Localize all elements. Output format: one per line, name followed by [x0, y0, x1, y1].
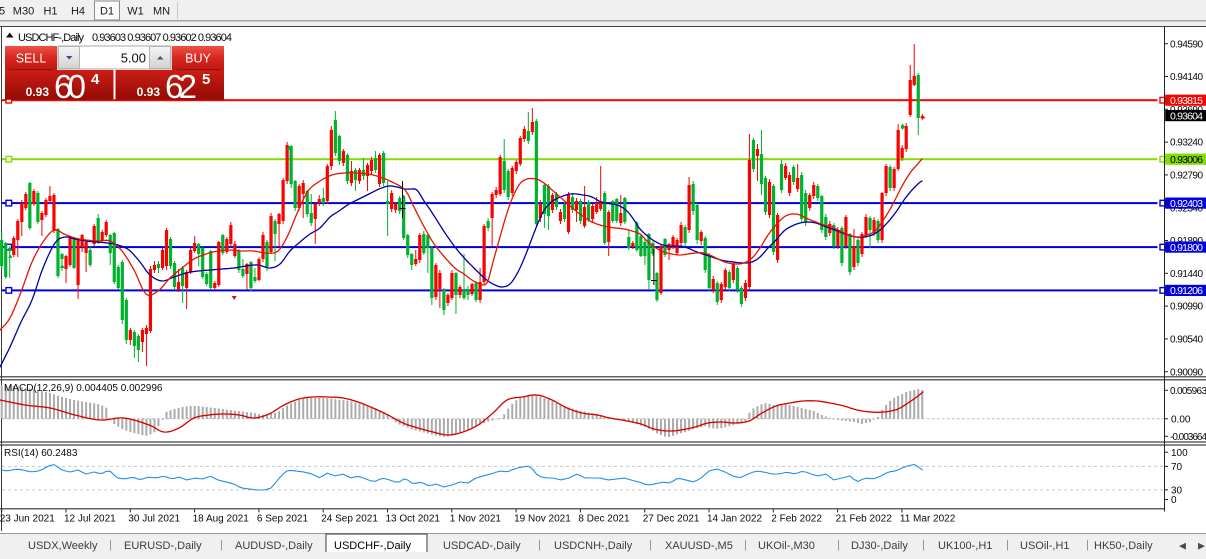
svg-text:60: 60: [54, 68, 86, 105]
svg-text:30: 30: [1171, 485, 1183, 496]
svg-text:USDCHF-,Daily: USDCHF-,Daily: [334, 540, 412, 552]
svg-text:6 Sep 2021: 6 Sep 2021: [257, 514, 309, 525]
svg-text:H4: H4: [71, 6, 85, 18]
svg-text:W1: W1: [127, 6, 144, 18]
svg-text:5: 5: [0, 6, 5, 18]
svg-text:21 Feb 2022: 21 Feb 2022: [836, 514, 893, 525]
svg-text:UKOil-,M30: UKOil-,M30: [758, 540, 815, 552]
svg-text:BUY: BUY: [185, 52, 211, 66]
svg-text:0.005963: 0.005963: [1170, 386, 1206, 397]
svg-text:0.90540: 0.90540: [1170, 335, 1203, 346]
svg-text:MACD(12,26,9) 0.004405 0.00299: MACD(12,26,9) 0.004405 0.002996: [4, 383, 163, 394]
svg-text:0.93006: 0.93006: [1170, 154, 1203, 166]
svg-text:12 Jul 2021: 12 Jul 2021: [64, 514, 116, 525]
svg-text:19 Nov 2021: 19 Nov 2021: [514, 514, 571, 525]
svg-text:23 Jun 2021: 23 Jun 2021: [0, 514, 55, 525]
svg-text:14 Jan 2022: 14 Jan 2022: [707, 514, 762, 525]
svg-text:|: |: [220, 539, 223, 551]
svg-text:M30: M30: [13, 6, 34, 18]
svg-text:0.91206: 0.91206: [1170, 285, 1203, 297]
svg-text:5.00: 5.00: [121, 51, 146, 66]
svg-text:USDCNH-,Daily: USDCNH-,Daily: [554, 540, 633, 552]
svg-text:|: |: [109, 539, 112, 551]
svg-text:0.00: 0.00: [1171, 414, 1191, 425]
svg-text:0.93604: 0.93604: [1170, 110, 1203, 122]
svg-text:0.91800: 0.91800: [1170, 242, 1203, 254]
svg-text:0.94590: 0.94590: [1170, 39, 1203, 50]
svg-text:18 Aug 2021: 18 Aug 2021: [193, 514, 250, 525]
svg-text:27 Dec 2021: 27 Dec 2021: [643, 514, 700, 525]
svg-text:2 Feb 2022: 2 Feb 2022: [771, 514, 822, 525]
svg-text:0.91440: 0.91440: [1170, 269, 1203, 280]
svg-text:4: 4: [91, 71, 100, 88]
svg-text:|: |: [1086, 539, 1089, 551]
svg-text:-0.003664: -0.003664: [1170, 432, 1206, 443]
svg-text:0.93: 0.93: [26, 85, 50, 99]
svg-text:70: 70: [1171, 462, 1183, 473]
svg-text:SELL: SELL: [16, 52, 47, 66]
svg-text:62: 62: [165, 68, 197, 105]
svg-text:0.94140: 0.94140: [1170, 72, 1203, 83]
svg-text:24 Sep 2021: 24 Sep 2021: [321, 514, 378, 525]
svg-text:USDX,Weekly: USDX,Weekly: [28, 540, 98, 552]
svg-text:|: |: [649, 539, 652, 551]
svg-text:30 Jul 2021: 30 Jul 2021: [128, 514, 180, 525]
svg-text:EURUSD-,Daily: EURUSD-,Daily: [124, 540, 202, 552]
svg-text:▶: ▶: [1198, 541, 1205, 551]
svg-text:5: 5: [202, 71, 210, 88]
svg-text:0: 0: [1171, 495, 1177, 506]
svg-text:0.93240: 0.93240: [1170, 138, 1203, 149]
svg-text:USDCHF-,Daily: USDCHF-,Daily: [18, 32, 85, 44]
svg-text:USDCAD-,Daily: USDCAD-,Daily: [443, 540, 521, 552]
svg-text:13 Oct 2021: 13 Oct 2021: [386, 514, 441, 525]
svg-text:DJ30-,Daily: DJ30-,Daily: [851, 540, 908, 552]
svg-text:|: |: [744, 539, 747, 551]
svg-text:USOil-,H1: USOil-,H1: [1020, 540, 1070, 552]
svg-text:1 Nov 2021: 1 Nov 2021: [450, 514, 502, 525]
svg-text:HK50-,Daily: HK50-,Daily: [1094, 540, 1153, 552]
svg-text:AUDUSD-,Daily: AUDUSD-,Daily: [235, 540, 313, 552]
svg-text:11 Mar 2022: 11 Mar 2022: [900, 514, 956, 525]
svg-text:H1: H1: [43, 6, 57, 18]
svg-text:0.93815: 0.93815: [1170, 95, 1203, 107]
svg-text:|: |: [922, 539, 925, 551]
svg-text:0.92403: 0.92403: [1170, 198, 1203, 210]
svg-text:D1: D1: [100, 6, 114, 18]
svg-text:0.92790: 0.92790: [1170, 171, 1203, 182]
svg-text:0.92340: 0.92340: [1170, 203, 1203, 214]
svg-text:0.93603 0.93607 0.93602 0.9360: 0.93603 0.93607 0.93602 0.93604: [92, 32, 232, 44]
svg-text:|: |: [1006, 539, 1009, 551]
svg-text:0.93: 0.93: [137, 85, 161, 99]
svg-text:0.90990: 0.90990: [1170, 302, 1203, 313]
svg-text:8 Dec 2021: 8 Dec 2021: [578, 514, 630, 525]
svg-text:MN: MN: [153, 6, 170, 18]
svg-text:◀: ◀: [1179, 541, 1186, 551]
svg-text:|: |: [538, 539, 541, 551]
svg-text:|: |: [837, 539, 840, 551]
svg-text:0.90090: 0.90090: [1170, 367, 1203, 378]
svg-text:UK100-,H1: UK100-,H1: [938, 540, 992, 552]
svg-text:XAUUSD-,M5: XAUUSD-,M5: [665, 540, 733, 552]
svg-text:100: 100: [1171, 448, 1188, 459]
svg-text:RSI(14) 60.2483: RSI(14) 60.2483: [4, 448, 78, 459]
